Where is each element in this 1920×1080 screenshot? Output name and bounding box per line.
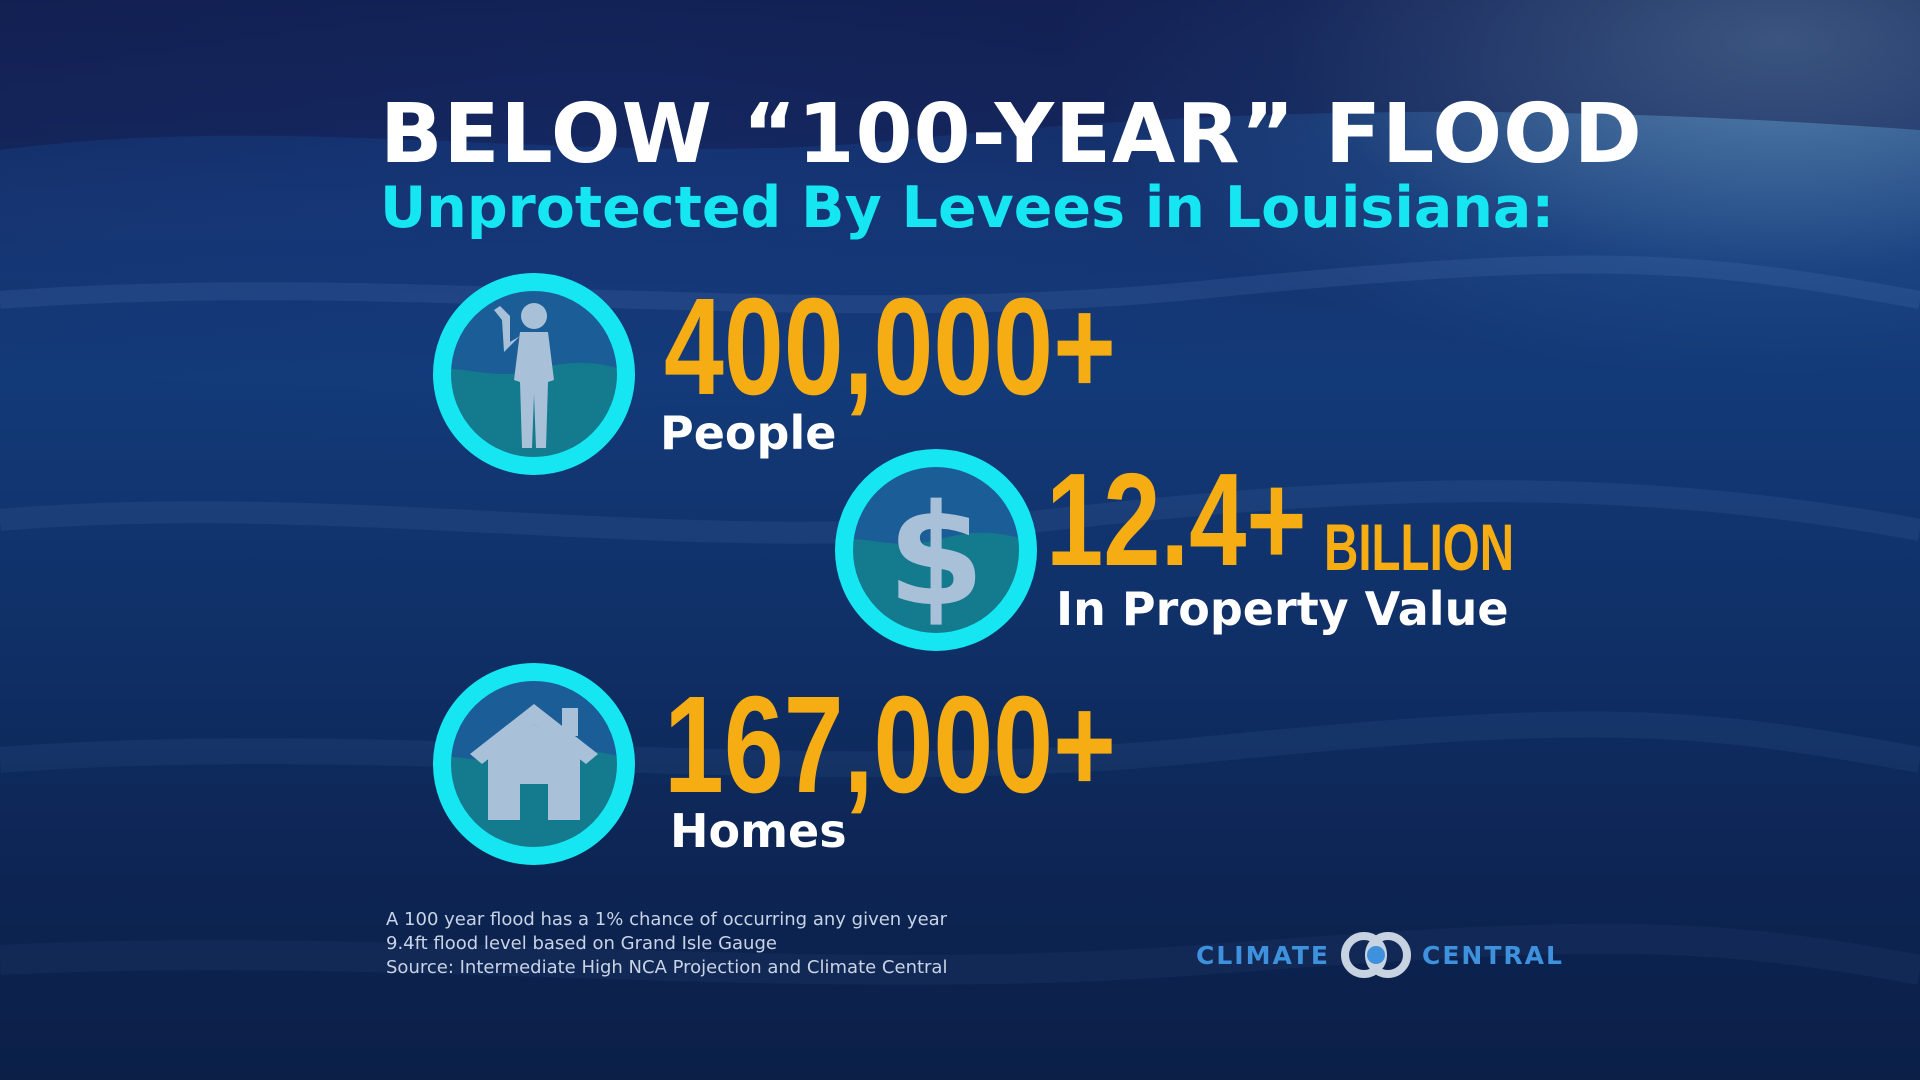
dollar-in-water-icon: $ — [835, 449, 1037, 651]
stat-homes-value: 167,000+ — [664, 668, 1116, 822]
logo-text-left: CLIMATE — [1196, 940, 1330, 970]
climate-central-logo: CLIMATE CENTRAL — [1196, 930, 1564, 980]
svg-text:$: $ — [887, 475, 984, 638]
person-in-water-icon — [433, 273, 635, 475]
stat-homes-label: Homes — [670, 804, 847, 858]
page-subtitle: Unprotected By Levees in Louisiana: — [380, 175, 1555, 241]
stat-people-label: People — [660, 406, 837, 460]
stat-property-value: 12.4+ — [1046, 446, 1307, 593]
logo-mark-icon — [1341, 932, 1411, 978]
stat-property-unit: BILLION — [1324, 510, 1515, 584]
page-title: BELOW “100-YEAR” FLOOD — [380, 87, 1643, 182]
footnote-source: Source: Intermediate High NCA Projection… — [386, 957, 948, 978]
stat-property-label: In Property Value — [1056, 582, 1509, 636]
footnotes: A 100 year flood has a 1% chance of occu… — [386, 908, 947, 980]
stat-people-value: 400,000+ — [664, 270, 1116, 424]
footnote-flood-level: 9.4ft flood level based on Grand Isle Ga… — [386, 933, 777, 954]
logo-text-right: CENTRAL — [1422, 940, 1564, 970]
footnote-definition: A 100 year flood has a 1% chance of occu… — [386, 909, 948, 930]
house-in-water-icon — [433, 663, 635, 865]
